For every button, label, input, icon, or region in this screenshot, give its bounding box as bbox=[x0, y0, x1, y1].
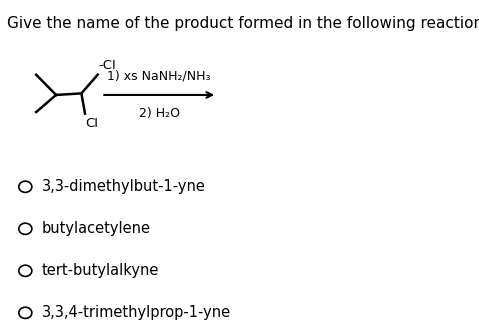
Text: -CI: -CI bbox=[98, 59, 116, 72]
Text: 2) H₂O: 2) H₂O bbox=[139, 108, 180, 120]
Text: CI: CI bbox=[86, 117, 99, 130]
Text: Give the name of the product formed in the following reaction.: Give the name of the product formed in t… bbox=[7, 16, 479, 31]
Text: butylacetylene: butylacetylene bbox=[42, 221, 150, 236]
Text: 1) xs NaNH₂/NH₃: 1) xs NaNH₂/NH₃ bbox=[107, 69, 211, 83]
Text: 3,3,4-trimethylprop-1-yne: 3,3,4-trimethylprop-1-yne bbox=[42, 305, 231, 320]
Text: 3,3-dimethylbut-1-yne: 3,3-dimethylbut-1-yne bbox=[42, 179, 205, 194]
Text: tert-butylalkyne: tert-butylalkyne bbox=[42, 263, 159, 278]
